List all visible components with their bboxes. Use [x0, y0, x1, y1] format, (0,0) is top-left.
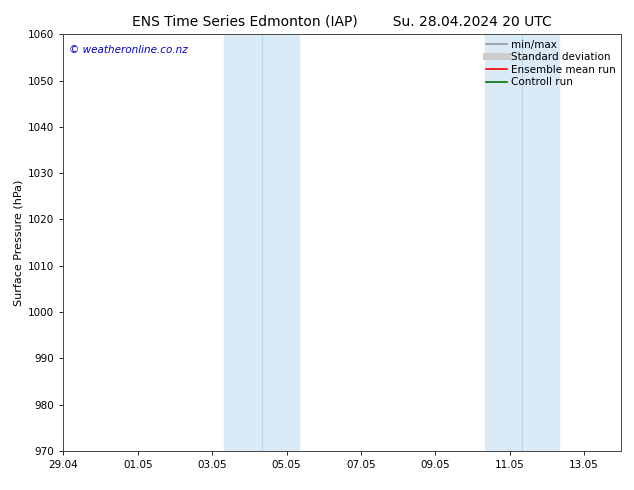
Bar [224, 34, 299, 451]
Legend: min/max, Standard deviation, Ensemble mean run, Controll run: min/max, Standard deviation, Ensemble me… [484, 37, 618, 89]
Bar [485, 34, 559, 451]
Title: ENS Time Series Edmonton (IAP)        Su. 28.04.2024 20 UTC: ENS Time Series Edmonton (IAP) Su. 28.04… [133, 15, 552, 29]
Y-axis label: Surface Pressure (hPa): Surface Pressure (hPa) [14, 179, 24, 306]
Text: © weatheronline.co.nz: © weatheronline.co.nz [69, 45, 188, 55]
